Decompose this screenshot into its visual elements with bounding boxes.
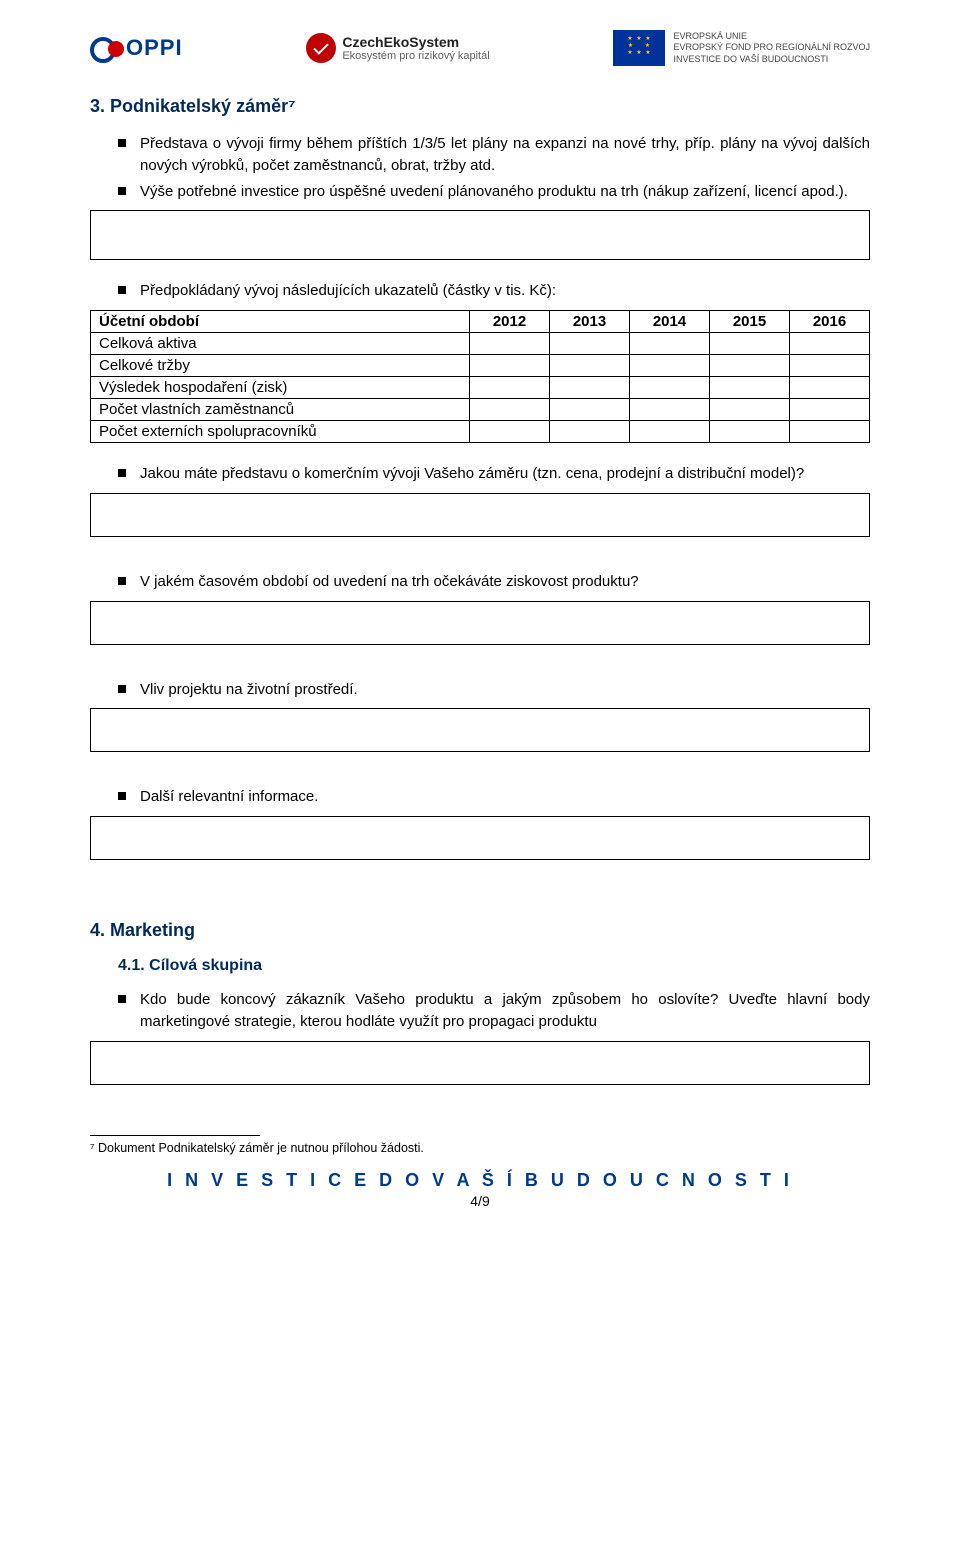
bullet-list: Předpokládaný vývoj následujících ukazat… — [118, 280, 870, 302]
section-4-title: 4. Marketing — [90, 920, 870, 941]
td-cell[interactable] — [790, 377, 870, 399]
td-cell[interactable] — [470, 399, 550, 421]
eu-line3: INVESTICE DO VAŠÍ BUDOUCNOSTI — [673, 54, 870, 65]
td-cell[interactable] — [710, 377, 790, 399]
table-row: Počet externích spolupracovníků — [91, 421, 870, 443]
td-label: Celkové tržby — [91, 355, 470, 377]
eu-text: EVROPSKÁ UNIE EVROPSKÝ FOND PRO REGIONÁL… — [673, 31, 870, 65]
td-cell[interactable] — [790, 399, 870, 421]
bullet-item: Vliv projektu na životní prostředí. — [118, 679, 870, 701]
td-cell[interactable] — [710, 399, 790, 421]
oppi-text: OPPI — [126, 35, 183, 61]
table-row: Výsledek hospodaření (zisk) — [91, 377, 870, 399]
th-year: 2015 — [710, 311, 790, 333]
table-header-row: Účetní období 2012 2013 2014 2015 2016 — [91, 311, 870, 333]
bullet-item: Další relevantní informace. — [118, 786, 870, 808]
td-label: Výsledek hospodaření (zisk) — [91, 377, 470, 399]
th-year: 2014 — [630, 311, 710, 333]
logo-czechekosystem: CzechEkoSystem Ekosystém pro rizikový ka… — [306, 33, 489, 63]
bullet-item: Představa o vývoji firmy během příštích … — [118, 133, 870, 177]
bullet-list: Vliv projektu na životní prostředí. — [118, 679, 870, 701]
section-4-1-title: 4.1. Cílová skupina — [118, 957, 870, 975]
czech-icon — [306, 33, 336, 63]
section-3-title: 3. Podnikatelský záměr⁷ — [90, 96, 870, 117]
bullet-item: Jakou máte představu o komerčním vývoji … — [118, 463, 870, 485]
td-cell[interactable] — [630, 333, 710, 355]
td-cell[interactable] — [790, 355, 870, 377]
logo-oppi: OPPI — [90, 33, 183, 63]
td-cell[interactable] — [470, 421, 550, 443]
td-cell[interactable] — [550, 355, 630, 377]
answer-box[interactable] — [90, 708, 870, 752]
header-logos: OPPI CzechEkoSystem Ekosystém pro riziko… — [90, 30, 870, 66]
eu-line2: EVROPSKÝ FOND PRO REGIONÁLNÍ ROZVOJ — [673, 42, 870, 53]
td-label: Celková aktiva — [91, 333, 470, 355]
th-year: 2013 — [550, 311, 630, 333]
td-cell[interactable] — [630, 355, 710, 377]
page-container: OPPI CzechEkoSystem Ekosystém pro riziko… — [0, 0, 960, 1229]
td-cell[interactable] — [470, 355, 550, 377]
td-cell[interactable] — [470, 377, 550, 399]
td-cell[interactable] — [550, 399, 630, 421]
td-cell[interactable] — [470, 333, 550, 355]
bullet-item: Výše potřebné investice pro úspěšné uved… — [118, 181, 870, 203]
table-row: Celková aktiva — [91, 333, 870, 355]
czech-line1: CzechEkoSystem — [342, 34, 489, 50]
bullet-list: Jakou máte představu o komerčním vývoji … — [118, 463, 870, 485]
td-cell[interactable] — [630, 377, 710, 399]
page-number: 4/9 — [90, 1193, 870, 1209]
footnote-7: ⁷ Dokument Podnikatelský záměr je nutnou… — [90, 1140, 870, 1156]
answer-box[interactable] — [90, 210, 870, 260]
eu-line1: EVROPSKÁ UNIE — [673, 31, 870, 42]
logo-eu: ★ ★ ★★ ★★ ★ ★ EVROPSKÁ UNIE EVROPSKÝ FON… — [613, 30, 870, 66]
td-label: Počet externích spolupracovníků — [91, 421, 470, 443]
td-cell[interactable] — [550, 377, 630, 399]
bullet-item: V jakém časovém období od uvedení na trh… — [118, 571, 870, 593]
czech-line2: Ekosystém pro rizikový kapitál — [342, 50, 489, 63]
bullet-item: Kdo bude koncový zákazník Vašeho produkt… — [118, 989, 870, 1033]
td-cell[interactable] — [550, 421, 630, 443]
th-year: 2012 — [470, 311, 550, 333]
th-year: 2016 — [790, 311, 870, 333]
td-cell[interactable] — [630, 421, 710, 443]
financial-table: Účetní období 2012 2013 2014 2015 2016 C… — [90, 310, 870, 443]
answer-box[interactable] — [90, 493, 870, 537]
footer-slogan: I N V E S T I C E D O V A Š Í B U D O U … — [90, 1170, 870, 1191]
bullet-item: Předpokládaný vývoj následujících ukazat… — [118, 280, 870, 302]
td-cell[interactable] — [630, 399, 710, 421]
answer-box[interactable] — [90, 1041, 870, 1085]
answer-box[interactable] — [90, 601, 870, 645]
td-cell[interactable] — [790, 421, 870, 443]
bullet-list: Kdo bude koncový zákazník Vašeho produkt… — [118, 989, 870, 1033]
oppi-icon — [90, 33, 120, 63]
bullet-list: Představa o vývoji firmy během příštích … — [118, 133, 870, 202]
th-label: Účetní období — [91, 311, 470, 333]
page-footer: I N V E S T I C E D O V A Š Í B U D O U … — [90, 1170, 870, 1209]
footnote-rule — [90, 1135, 260, 1136]
answer-box[interactable] — [90, 816, 870, 860]
td-label: Počet vlastních zaměstnanců — [91, 399, 470, 421]
td-cell[interactable] — [550, 333, 630, 355]
td-cell[interactable] — [710, 333, 790, 355]
table-row: Celkové tržby — [91, 355, 870, 377]
td-cell[interactable] — [790, 333, 870, 355]
table-row: Počet vlastních zaměstnanců — [91, 399, 870, 421]
bullet-list: Další relevantní informace. — [118, 786, 870, 808]
td-cell[interactable] — [710, 421, 790, 443]
bullet-list: V jakém časovém období od uvedení na trh… — [118, 571, 870, 593]
czech-text: CzechEkoSystem Ekosystém pro rizikový ka… — [342, 34, 489, 63]
td-cell[interactable] — [710, 355, 790, 377]
eu-flag-icon: ★ ★ ★★ ★★ ★ ★ — [613, 30, 665, 66]
